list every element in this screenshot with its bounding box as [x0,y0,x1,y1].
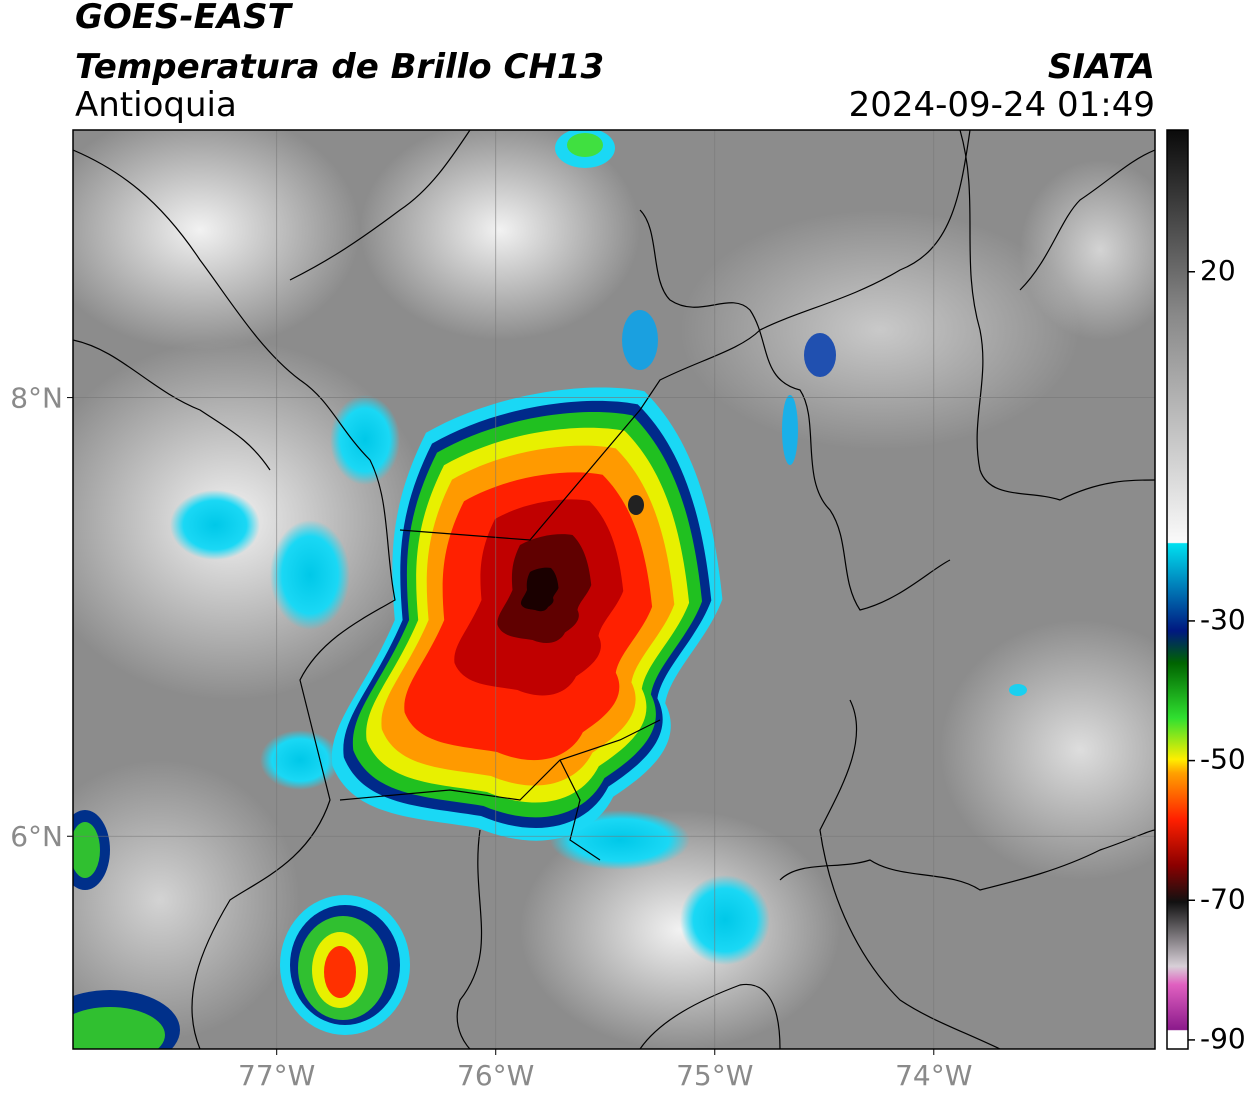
lon-tick-label: 75°W [676,1059,753,1092]
graticule [73,130,1155,1049]
lon-tick-label: 76°W [457,1059,534,1092]
source: SIATA [1048,47,1155,87]
colorbar-tick-label: 20 [1200,254,1236,287]
title: GOES-EAST [75,0,294,37]
colorbar-tick-label: -50 [1200,743,1246,776]
colorbar [1166,129,1189,1050]
lat-tick-label: 8°N [10,382,63,415]
lon-tick-label: 77°W [238,1059,315,1092]
map-frame [72,129,1156,1050]
datetime: 2024-09-24 01:49 [849,85,1155,125]
lat-tick-label: 6°N [10,820,63,853]
subtitle: Temperatura de Brillo CH13 [75,47,604,87]
lon-tick-label: 74°W [895,1059,972,1092]
satellite-image [73,130,1155,1049]
colorbar-tick-label: -70 [1200,882,1246,915]
region: Antioquia [75,85,237,125]
colorbar-tick-label: -90 [1200,1022,1246,1055]
colorbar-tick-label: -30 [1200,603,1246,636]
